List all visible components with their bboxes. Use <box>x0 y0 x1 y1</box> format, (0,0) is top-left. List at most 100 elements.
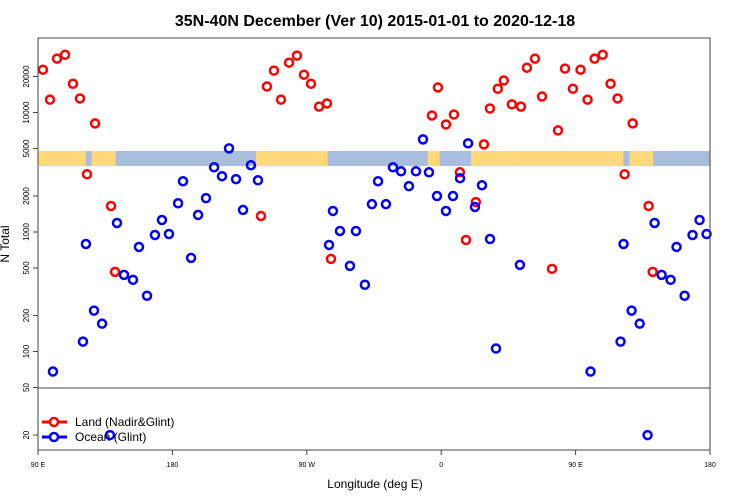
data-point <box>380 198 392 210</box>
data-point <box>440 119 452 130</box>
data-point <box>325 253 337 265</box>
data-point <box>200 192 212 204</box>
y-tick-label: 20000 <box>22 65 31 88</box>
data-point <box>127 274 139 286</box>
legend-item-ocean: Ocean (Glint) <box>42 430 146 444</box>
data-point <box>506 99 518 110</box>
data-point <box>498 75 510 86</box>
data-point <box>230 173 242 185</box>
data-point <box>395 166 407 177</box>
data-point <box>177 175 189 187</box>
series-ocean <box>47 134 712 441</box>
data-point <box>111 217 123 229</box>
data-point <box>478 139 490 150</box>
data-point <box>283 57 295 68</box>
data-point <box>104 429 116 441</box>
data-point <box>687 229 698 241</box>
data-point <box>96 318 108 329</box>
data-point <box>261 81 273 92</box>
data-point <box>626 305 637 316</box>
data-point <box>344 260 356 272</box>
data-point <box>51 53 63 64</box>
data-point <box>141 290 153 301</box>
data-point <box>89 118 101 129</box>
data-point <box>515 101 527 112</box>
data-point <box>597 49 608 61</box>
x-axis: 90 E 180 90 W 0 90 E 180 <box>31 450 716 469</box>
data-point <box>417 134 429 145</box>
data-point <box>59 49 71 61</box>
data-point <box>642 429 653 441</box>
data-point <box>133 241 145 253</box>
data-points <box>37 49 712 441</box>
data-point <box>665 274 676 286</box>
data-point <box>618 238 629 250</box>
map-strip <box>38 151 710 166</box>
series-land <box>37 49 658 278</box>
data-point <box>149 229 161 241</box>
data-point <box>387 162 399 173</box>
data-point <box>432 82 444 93</box>
data-point <box>237 204 249 216</box>
data-point <box>559 63 571 74</box>
x-axis-label: Longitude (deg E) <box>327 477 422 491</box>
data-point <box>80 238 92 250</box>
strip-land <box>91 151 116 166</box>
legend-item-land: Land (Nadir&Glint) <box>42 415 174 429</box>
y-tick-label: 100 <box>22 344 31 358</box>
strip-land <box>256 151 328 166</box>
y-tick-label: 1000 <box>22 223 31 241</box>
data-point <box>484 103 496 114</box>
data-point <box>612 93 623 104</box>
strip-land <box>38 151 86 166</box>
data-point <box>359 279 371 291</box>
data-point <box>77 336 89 347</box>
data-point <box>552 125 564 136</box>
data-point <box>105 200 117 212</box>
legend-marker-land <box>48 416 60 428</box>
data-point <box>454 172 466 184</box>
data-point <box>701 228 712 240</box>
y-tick-label: 20 <box>22 430 31 439</box>
strip-land <box>471 151 484 166</box>
data-point <box>462 138 474 149</box>
data-point <box>81 169 93 180</box>
data-point <box>192 209 204 221</box>
data-point <box>366 198 378 210</box>
data-point <box>615 336 626 347</box>
data-point <box>529 53 541 64</box>
x-tick-label: 90 W <box>299 462 316 469</box>
data-point <box>291 50 303 61</box>
data-point <box>372 175 384 187</box>
data-point <box>649 217 660 229</box>
data-point <box>44 94 56 105</box>
data-point <box>694 214 705 226</box>
data-point <box>321 98 333 109</box>
data-point <box>589 53 600 64</box>
data-point <box>454 167 466 178</box>
data-point <box>585 366 596 377</box>
data-point <box>448 109 460 120</box>
y-tick-label: 200 <box>22 308 31 322</box>
data-point <box>476 180 488 191</box>
x-tick-label: 0 <box>439 462 443 469</box>
data-point <box>423 167 435 178</box>
data-point <box>492 83 504 94</box>
data-point <box>469 201 481 213</box>
data-point <box>426 110 438 121</box>
x-tick-label: 90 E <box>568 462 583 469</box>
data-point <box>431 190 443 202</box>
x-tick-label: 90 E <box>31 462 46 469</box>
data-point <box>567 83 579 94</box>
legend-marker-ocean <box>48 431 60 443</box>
x-tick-label: 180 <box>167 462 179 469</box>
y-axis: 20 50 100 200 500 1000 2000 5000 10000 20000 <box>22 65 38 440</box>
data-point <box>268 65 280 76</box>
y-tick-label: 50 <box>22 383 31 392</box>
data-point <box>403 180 415 192</box>
y-tick-label: 2000 <box>22 187 31 205</box>
data-point <box>37 64 49 75</box>
data-point <box>410 166 422 177</box>
data-point <box>643 200 654 212</box>
